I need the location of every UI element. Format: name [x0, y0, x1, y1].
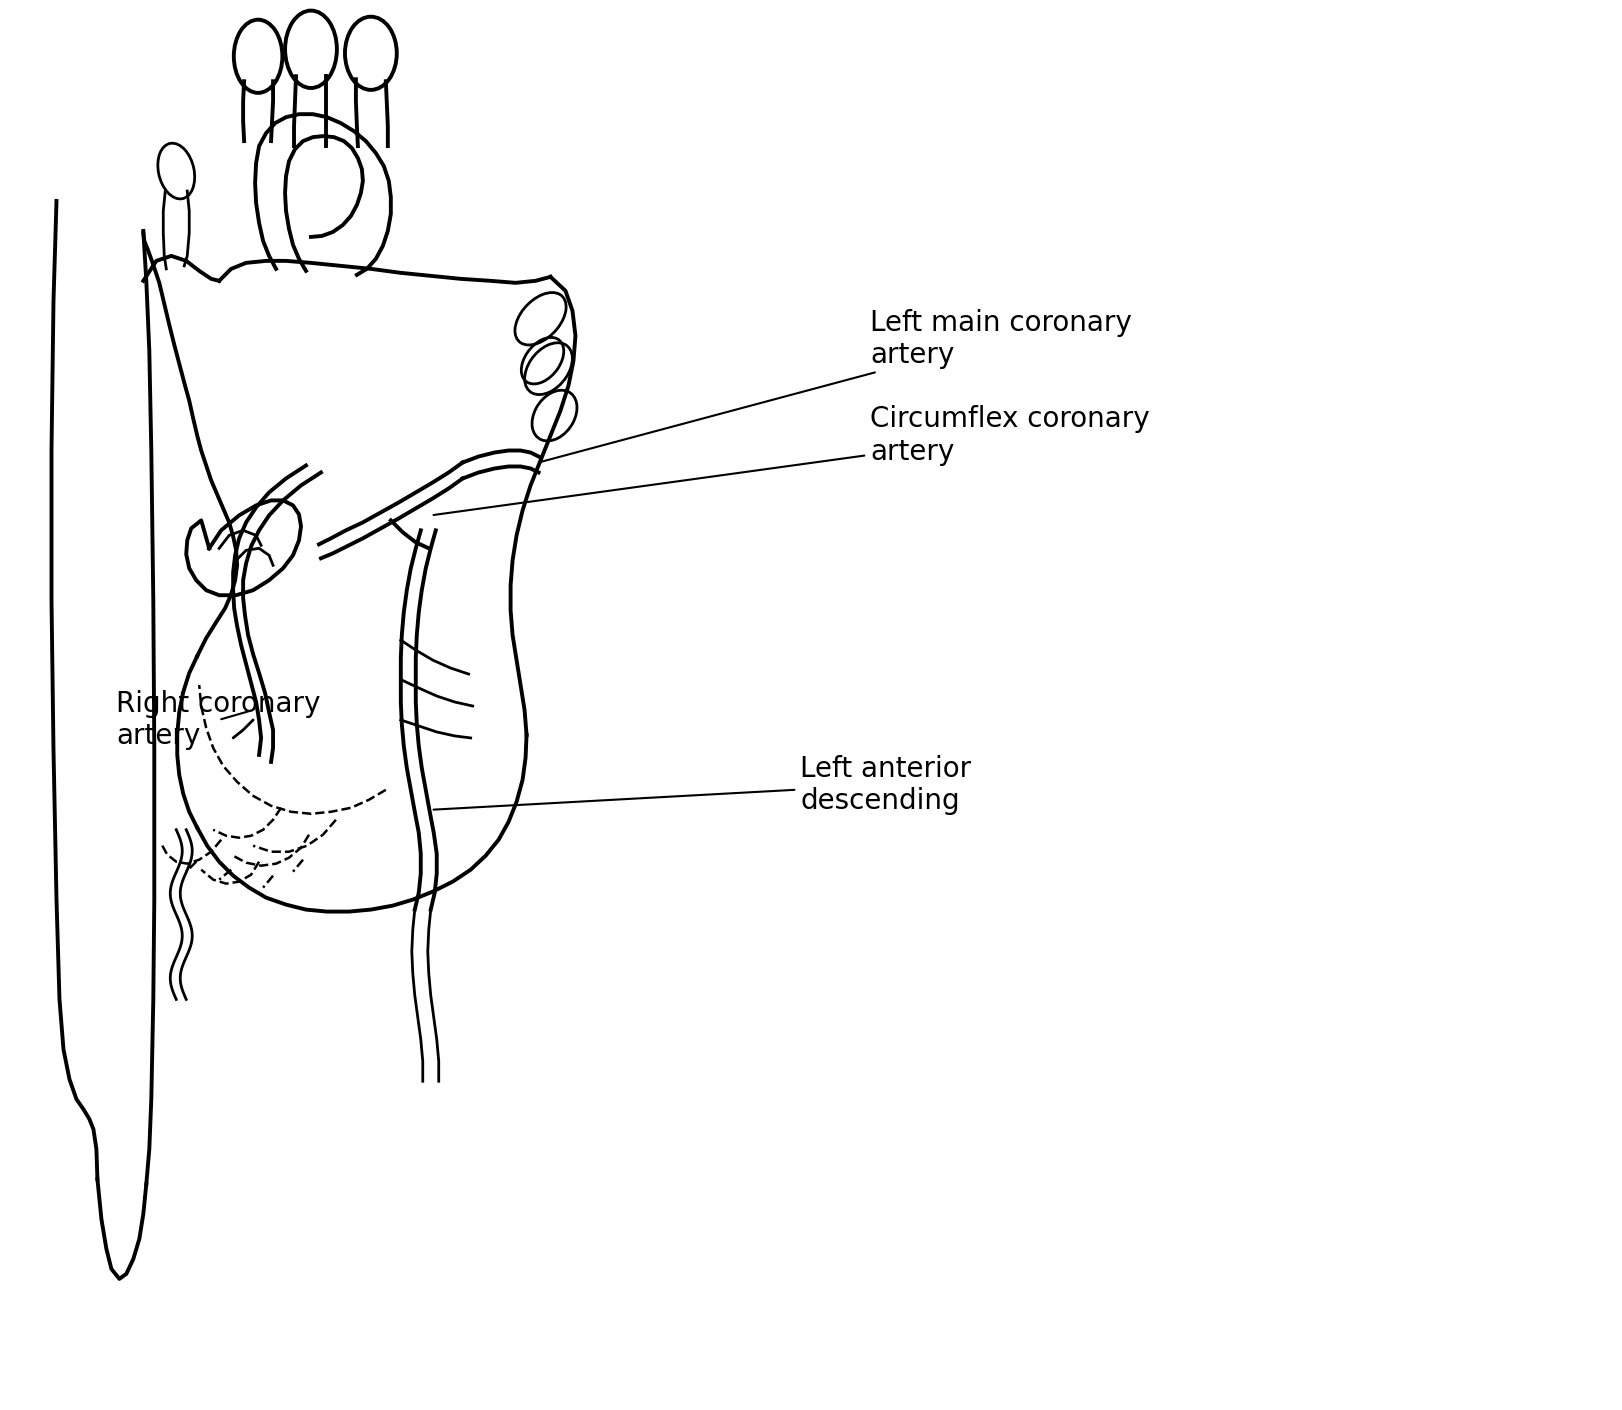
- Text: Circumflex coronary
artery: Circumflex coronary artery: [433, 405, 1150, 515]
- Text: Left anterior
descending: Left anterior descending: [433, 754, 972, 815]
- Text: Right coronary
artery: Right coronary artery: [117, 689, 321, 750]
- Text: Left main coronary
artery: Left main coronary artery: [542, 309, 1132, 461]
